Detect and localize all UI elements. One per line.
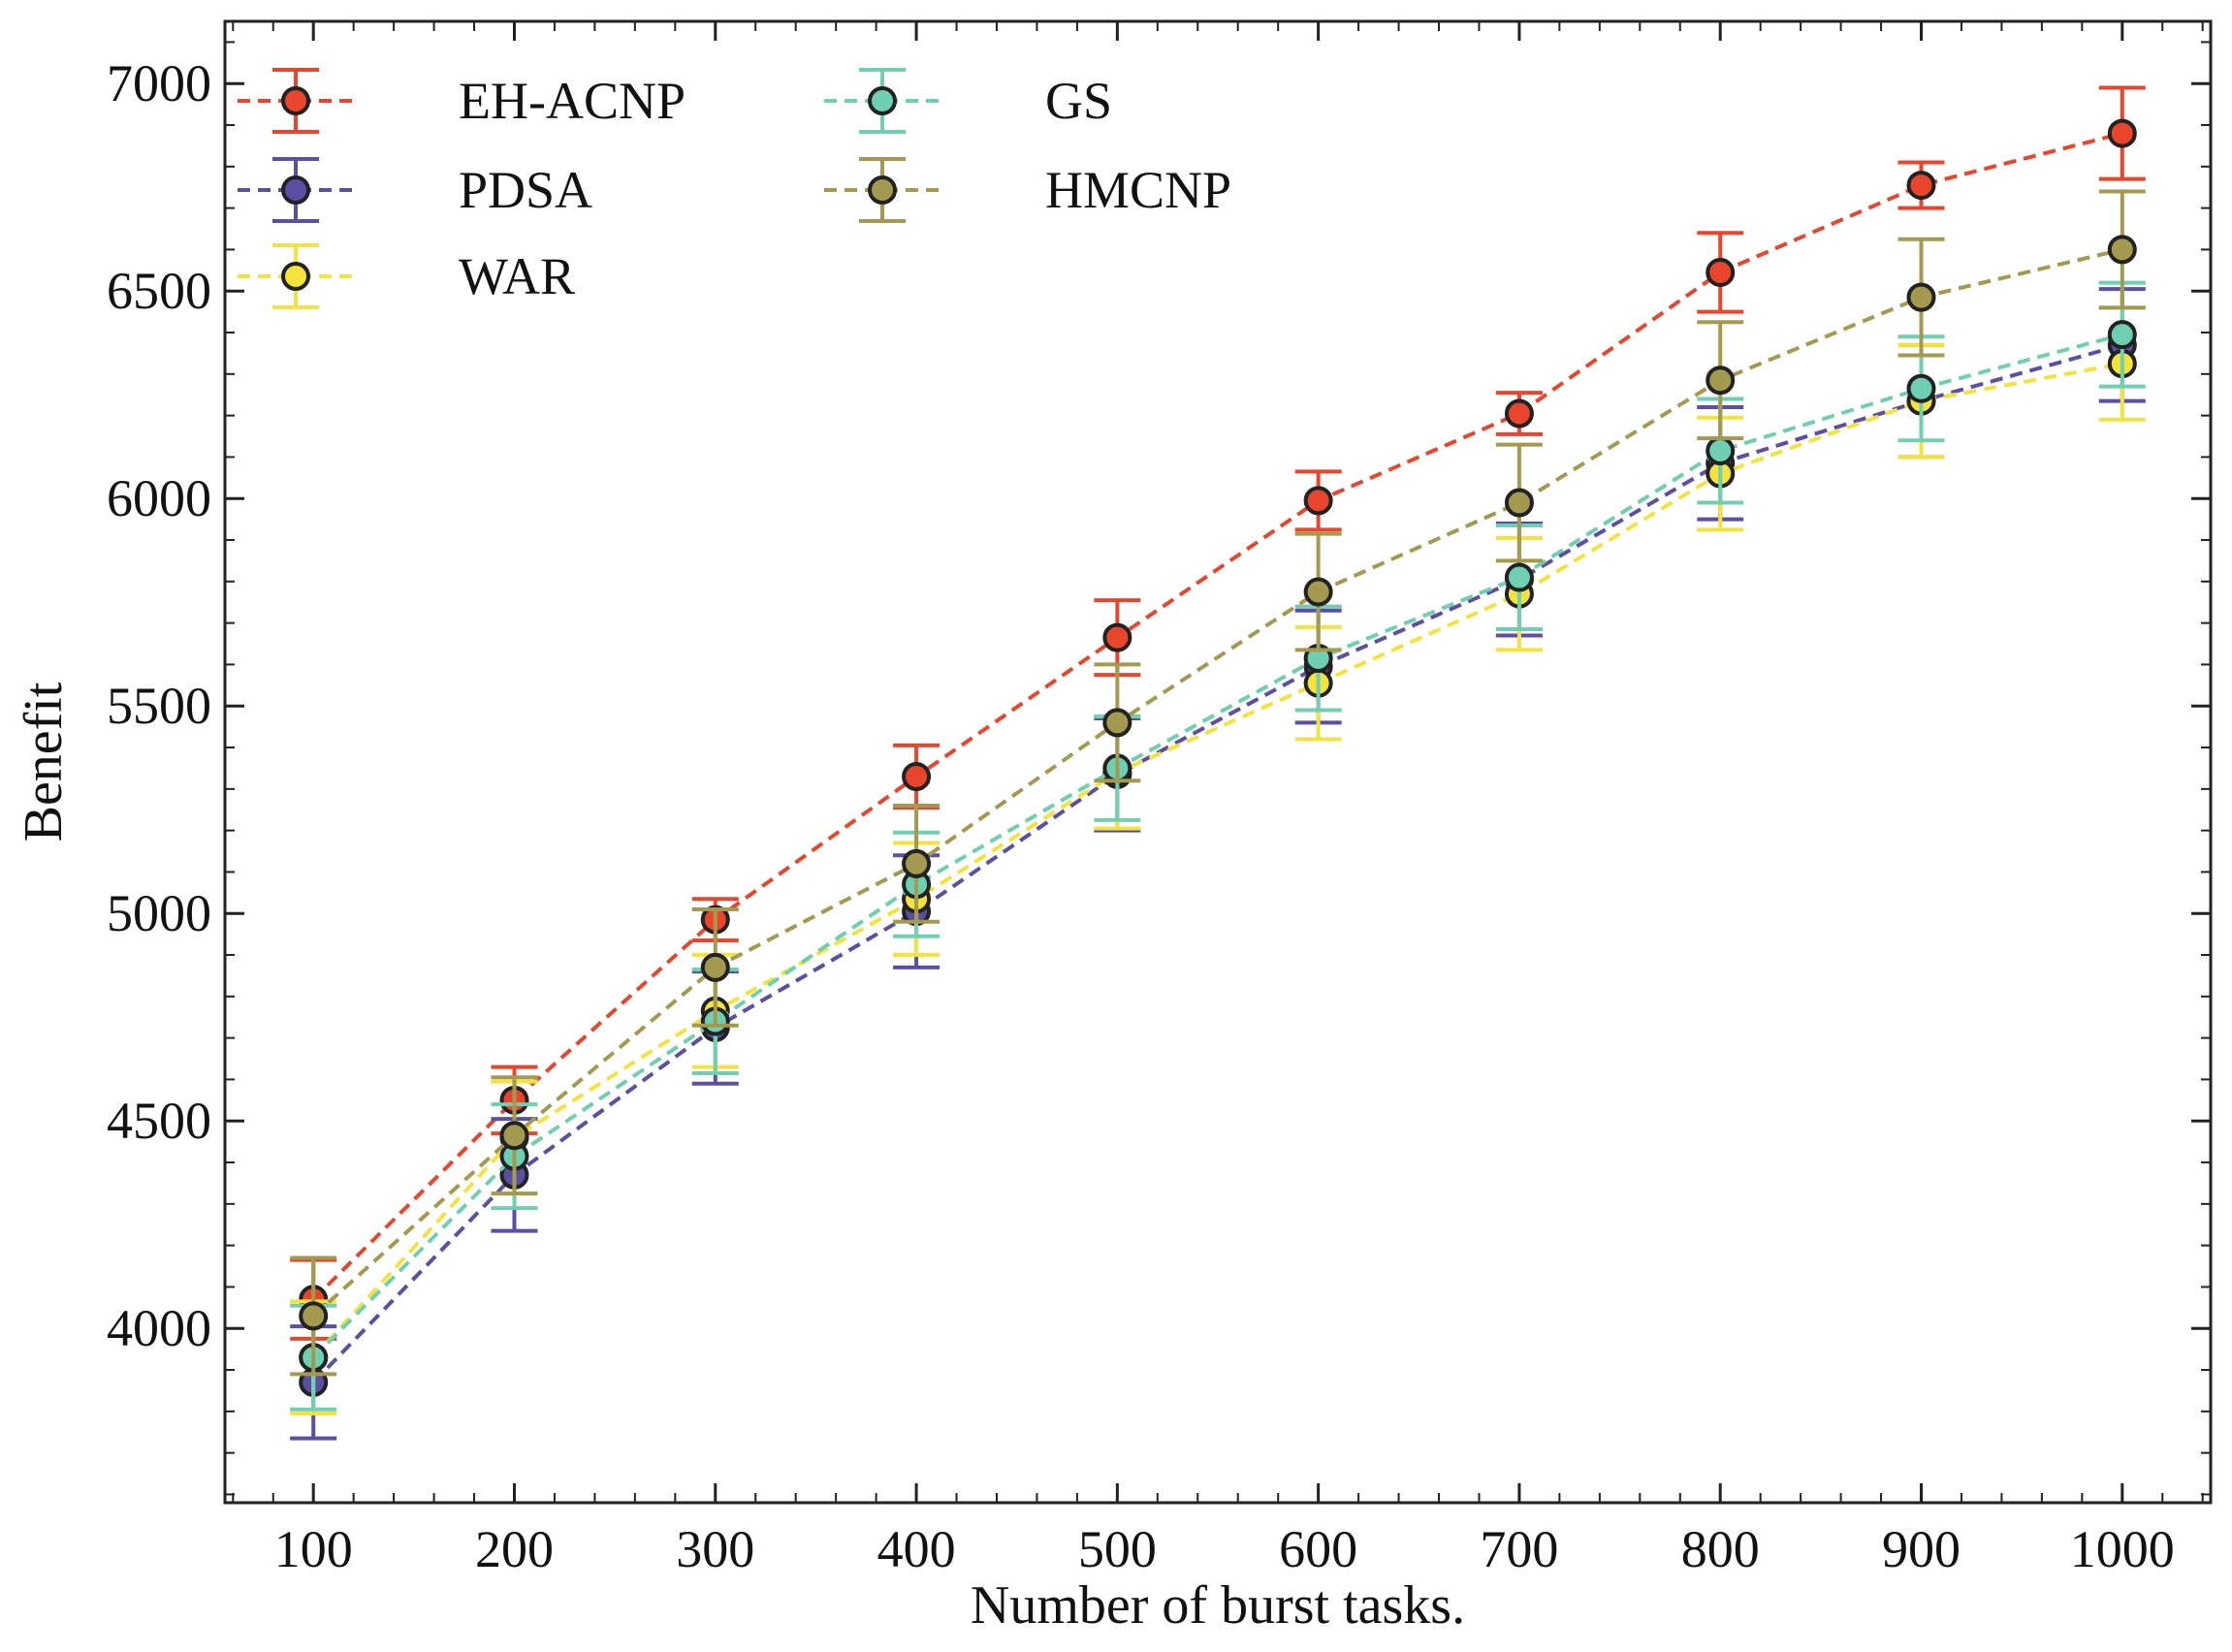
legend-label: PDSA [459, 161, 592, 219]
data-point [2107, 118, 2137, 148]
x-tick-label: 900 [1882, 1520, 1961, 1578]
legend-item-eh-acnp: EH-ACNP [238, 68, 686, 134]
x-tick-label: 800 [1681, 1520, 1760, 1578]
legend-marker [868, 86, 897, 115]
data-point [902, 761, 932, 791]
legend-marker [868, 175, 897, 205]
data-point [1706, 257, 1736, 287]
series-line [311, 362, 2123, 1359]
x-tick-label: 500 [1078, 1520, 1157, 1578]
data-point [1303, 577, 1333, 607]
y-tick-label: 5000 [107, 884, 211, 942]
legend-marker [281, 262, 310, 291]
y-axis-label: Benefit [14, 682, 74, 842]
data-point [2107, 320, 2137, 350]
x-tick-label: 100 [274, 1520, 353, 1578]
series-line [311, 131, 2123, 1301]
data-point [1706, 365, 1736, 396]
data-point [1906, 282, 1936, 312]
legend-label: HMCNP [1045, 161, 1231, 219]
plot-frame [223, 19, 2213, 1505]
legend-item-pdsa: PDSA [238, 157, 592, 223]
data-point [1504, 398, 1534, 429]
data-point [1706, 435, 1736, 465]
x-tick-label: 200 [475, 1520, 554, 1578]
series-hmcnp [290, 189, 2146, 1377]
y-tick-label: 7000 [107, 54, 211, 112]
legend-item-gs: GS [824, 68, 1112, 134]
x-axis-label: Number of burst tasks. [971, 1575, 1465, 1636]
data-point [2107, 235, 2137, 265]
legend-marker [281, 86, 310, 115]
legend-label: EH-ACNP [459, 72, 686, 130]
y-tick-label: 6500 [107, 262, 211, 320]
series-gs [290, 280, 2146, 1412]
x-tick-label: 400 [877, 1520, 956, 1578]
data-point [902, 848, 932, 878]
x-tick-label: 1000 [2070, 1520, 2175, 1578]
y-tick-label: 5500 [107, 677, 211, 735]
data-point [299, 1301, 329, 1331]
series-line [311, 247, 2123, 1318]
y-tick-label: 4000 [107, 1299, 211, 1357]
legend-item-hmcnp: HMCNP [824, 157, 1231, 223]
legend-marker [281, 175, 310, 205]
y-tick-label: 4500 [107, 1092, 211, 1150]
legend-label: GS [1045, 72, 1112, 130]
data-point [1906, 373, 1936, 403]
y-tick-label: 6000 [107, 469, 211, 527]
data-point [1102, 622, 1132, 652]
data-point [1906, 171, 1936, 201]
series-line [311, 342, 2123, 1384]
data-point [1504, 488, 1534, 518]
data-point [1102, 708, 1132, 738]
data-point [499, 1121, 529, 1151]
x-tick-label: 300 [676, 1520, 754, 1578]
legend-item-war: WAR [238, 243, 575, 309]
data-point [1504, 562, 1534, 592]
data-point [700, 952, 730, 982]
x-tick-label: 700 [1480, 1520, 1558, 1578]
legend-label: WAR [459, 247, 575, 305]
x-tick-label: 600 [1279, 1520, 1357, 1578]
data-point [1303, 486, 1333, 516]
